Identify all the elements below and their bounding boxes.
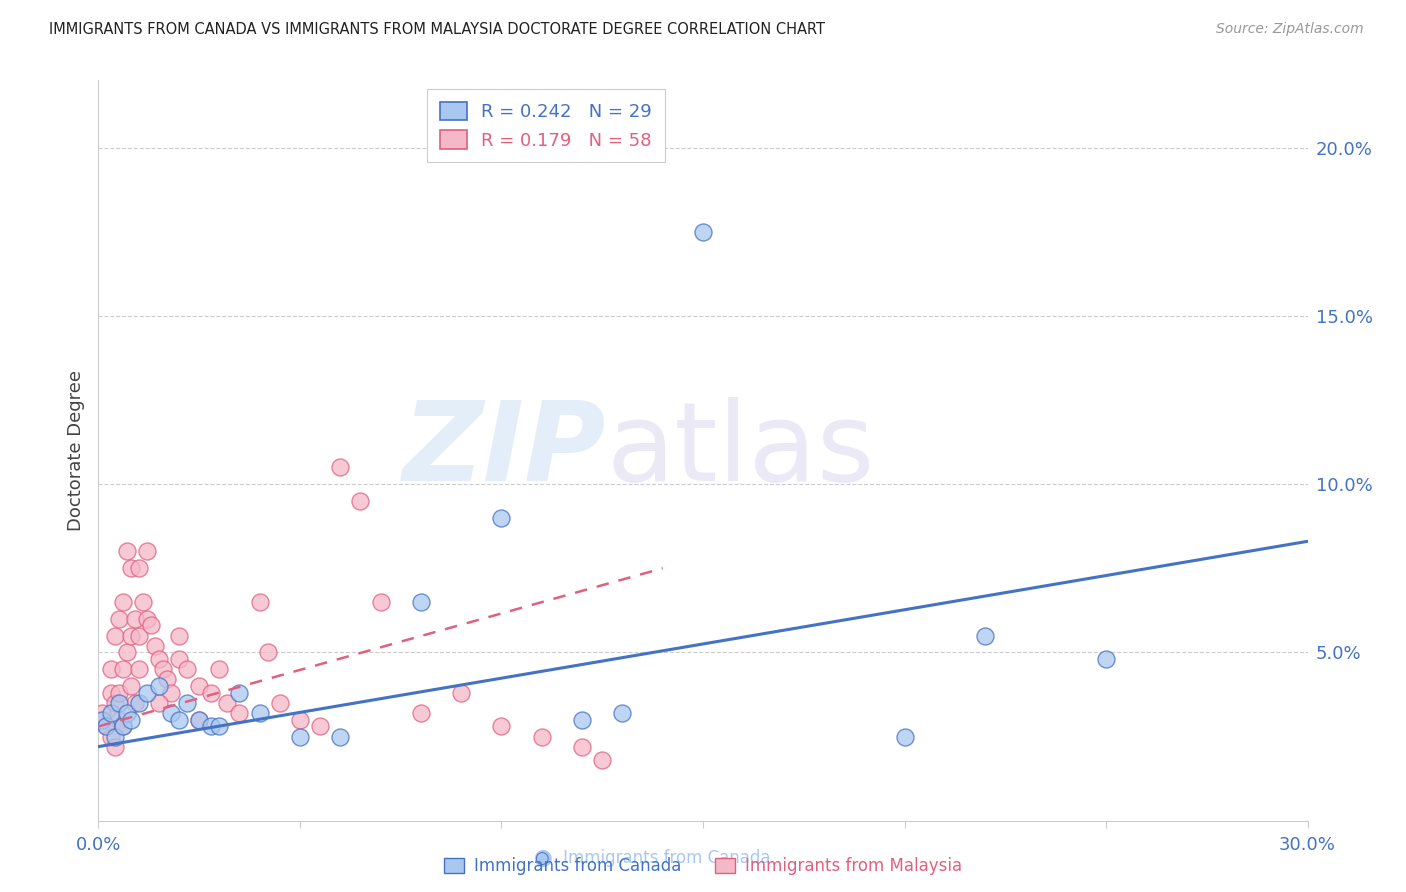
Point — [188, 713, 211, 727]
Text: IMMIGRANTS FROM CANADA VS IMMIGRANTS FROM MALAYSIA DOCTORATE DEGREE CORRELATION : IMMIGRANTS FROM CANADA VS IMMIGRANTS FRO… — [49, 22, 825, 37]
Point — [692, 225, 714, 239]
Point — [103, 696, 125, 710]
Point — [120, 713, 142, 727]
Point — [115, 544, 138, 558]
Text: ○: ○ — [534, 849, 548, 867]
Point — [288, 713, 311, 727]
Point — [491, 719, 513, 733]
Point — [100, 662, 122, 676]
Point — [120, 679, 142, 693]
Point — [370, 595, 392, 609]
Text: atlas: atlas — [606, 397, 875, 504]
Point — [160, 706, 183, 720]
Point — [124, 696, 146, 710]
Point — [491, 510, 513, 524]
Point — [167, 628, 190, 642]
Point — [249, 706, 271, 720]
Legend: Immigrants from Canada, Immigrants from Malaysia: Immigrants from Canada, Immigrants from … — [436, 849, 970, 884]
Point — [167, 652, 190, 666]
Point — [571, 713, 593, 727]
Point — [128, 628, 150, 642]
Point — [107, 612, 129, 626]
Point — [132, 595, 155, 609]
Point — [128, 662, 150, 676]
Point — [409, 706, 432, 720]
Point — [288, 730, 311, 744]
Point — [103, 628, 125, 642]
Point — [152, 662, 174, 676]
Point — [128, 561, 150, 575]
Point — [571, 739, 593, 754]
Point — [1095, 652, 1118, 666]
Point — [96, 719, 118, 733]
Point — [96, 719, 118, 733]
Point — [128, 696, 150, 710]
Point — [228, 706, 250, 720]
Point — [135, 544, 157, 558]
Point — [120, 561, 142, 575]
Point — [176, 696, 198, 710]
Point — [91, 713, 114, 727]
Point — [188, 713, 211, 727]
Point — [100, 686, 122, 700]
Point — [256, 645, 278, 659]
Point — [120, 628, 142, 642]
Point — [329, 730, 352, 744]
Point — [115, 706, 138, 720]
Text: ⬤  Immigrants from Canada: ⬤ Immigrants from Canada — [534, 849, 770, 867]
Point — [612, 706, 634, 720]
Point — [107, 696, 129, 710]
Point — [329, 460, 352, 475]
Text: Source: ZipAtlas.com: Source: ZipAtlas.com — [1216, 22, 1364, 37]
Point — [107, 713, 129, 727]
Point — [208, 719, 231, 733]
Point — [217, 696, 239, 710]
Point — [148, 679, 170, 693]
Point — [156, 673, 179, 687]
Point — [200, 719, 222, 733]
Point — [349, 494, 371, 508]
Point — [139, 618, 162, 632]
Point — [135, 612, 157, 626]
Point — [135, 686, 157, 700]
Point — [115, 645, 138, 659]
Point — [148, 696, 170, 710]
Point — [167, 713, 190, 727]
Point — [176, 662, 198, 676]
Point — [111, 662, 134, 676]
Legend: R = 0.242   N = 29, R = 0.179   N = 58: R = 0.242 N = 29, R = 0.179 N = 58 — [427, 89, 665, 162]
Point — [208, 662, 231, 676]
Point — [269, 696, 291, 710]
Point — [148, 652, 170, 666]
Point — [111, 719, 134, 733]
Point — [91, 706, 114, 720]
Point — [228, 686, 250, 700]
Point — [100, 730, 122, 744]
Point — [188, 679, 211, 693]
Point — [974, 628, 997, 642]
Point — [309, 719, 332, 733]
Point — [107, 686, 129, 700]
Point — [200, 686, 222, 700]
Text: ZIP: ZIP — [402, 397, 606, 504]
Point — [111, 595, 134, 609]
Point — [591, 753, 613, 767]
Point — [160, 686, 183, 700]
Point — [103, 730, 125, 744]
Point — [103, 739, 125, 754]
Point — [111, 719, 134, 733]
Point — [409, 595, 432, 609]
Point — [450, 686, 472, 700]
Point — [100, 706, 122, 720]
Point — [249, 595, 271, 609]
Y-axis label: Doctorate Degree: Doctorate Degree — [66, 370, 84, 531]
Point — [124, 612, 146, 626]
Point — [893, 730, 915, 744]
Point — [530, 730, 553, 744]
Point — [143, 639, 166, 653]
